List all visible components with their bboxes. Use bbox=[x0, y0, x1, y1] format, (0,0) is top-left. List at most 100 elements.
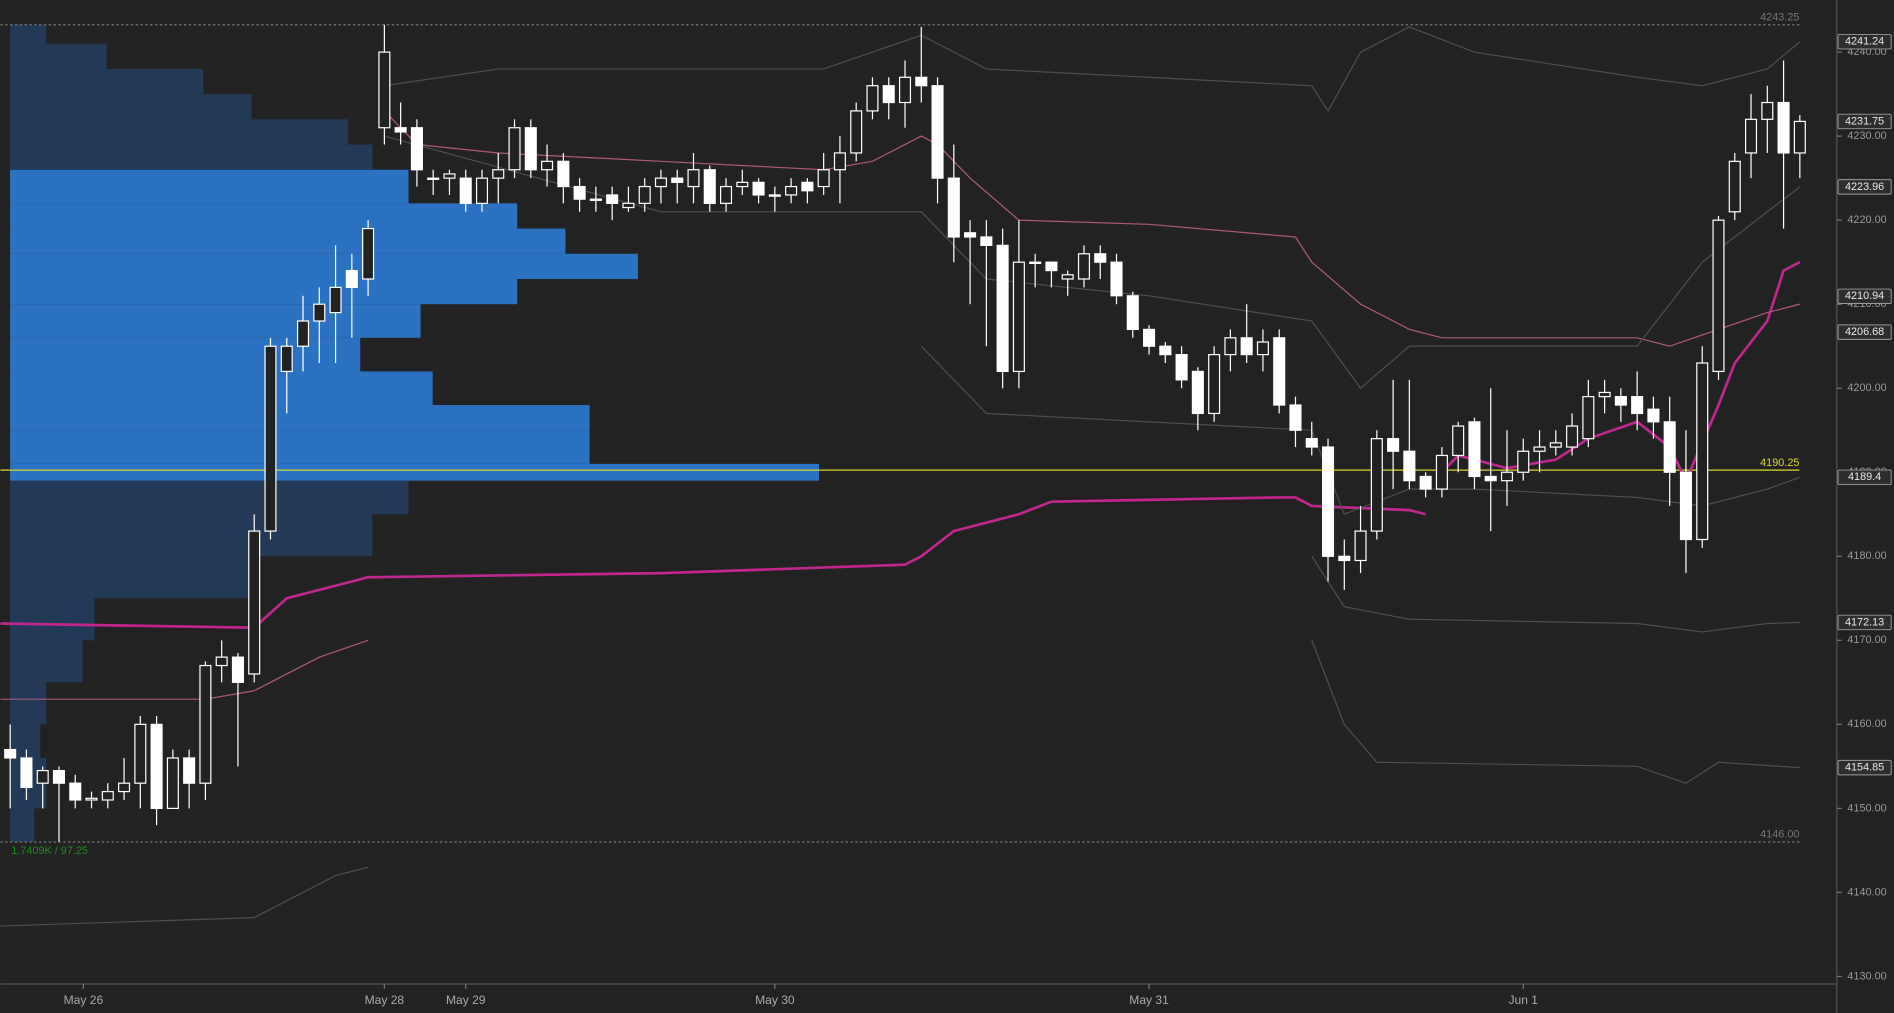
candle-body bbox=[1549, 442, 1562, 448]
level-label: 4146.00 bbox=[1760, 829, 1799, 841]
candle-body bbox=[801, 181, 814, 192]
candle-body bbox=[1256, 341, 1269, 356]
candle-body bbox=[459, 177, 472, 204]
candle-body bbox=[768, 194, 781, 197]
candle-body bbox=[1533, 446, 1546, 452]
price-marker-label: 4154.85 bbox=[1845, 762, 1884, 774]
profile-bar bbox=[10, 514, 373, 557]
profile-bar bbox=[10, 278, 518, 305]
price-marker bbox=[1837, 288, 1892, 305]
price-marker bbox=[1837, 179, 1892, 195]
candle-body bbox=[1631, 396, 1644, 415]
candle-body bbox=[1517, 450, 1530, 473]
candle-body bbox=[427, 177, 440, 180]
candle-body bbox=[1012, 261, 1025, 373]
candle-body bbox=[1663, 421, 1676, 473]
candle-body bbox=[1777, 101, 1790, 154]
candle-body bbox=[4, 748, 17, 759]
x-tick-label: May 26 bbox=[64, 993, 104, 1007]
candle-body bbox=[589, 198, 602, 201]
candle-body bbox=[492, 169, 505, 179]
candle-body bbox=[1452, 425, 1465, 457]
y-tick-label: 4230.00 bbox=[1847, 130, 1886, 142]
profile-bar bbox=[10, 43, 107, 69]
candle-body bbox=[817, 169, 830, 188]
candle-body bbox=[720, 185, 733, 204]
candle-body bbox=[1208, 354, 1221, 415]
indicator-line bbox=[1311, 555, 1800, 633]
candle-body bbox=[378, 51, 391, 129]
profile-bar bbox=[10, 556, 252, 599]
candle-body bbox=[52, 769, 66, 784]
candle-body bbox=[1566, 425, 1579, 448]
candle-body bbox=[313, 303, 326, 322]
y-tick-label: 4170.00 bbox=[1847, 634, 1886, 646]
y-tick-label: 4220.00 bbox=[1847, 214, 1886, 226]
candle-body bbox=[443, 173, 456, 179]
price-marker bbox=[1837, 324, 1892, 340]
candle-body bbox=[1614, 396, 1627, 406]
candle-body bbox=[1224, 337, 1237, 356]
candle-body bbox=[101, 790, 114, 801]
candle-body bbox=[69, 782, 82, 801]
candle-body bbox=[36, 769, 49, 784]
candle-body bbox=[362, 227, 375, 280]
candle-body bbox=[508, 127, 521, 171]
candle-body bbox=[736, 181, 749, 188]
price-marker-label: 4172.13 bbox=[1845, 616, 1884, 628]
profile-bar bbox=[10, 598, 95, 641]
candle-body bbox=[1175, 354, 1188, 381]
candle-body bbox=[1598, 391, 1611, 398]
indicator-line bbox=[384, 26, 1801, 113]
level-label: 4190.25 bbox=[1760, 457, 1799, 469]
candle-body bbox=[687, 169, 700, 188]
profile-bar bbox=[10, 480, 409, 515]
y-tick-label: 4130.00 bbox=[1847, 970, 1886, 982]
candle-body bbox=[296, 320, 310, 347]
profile-bar bbox=[10, 640, 83, 683]
candle-body bbox=[947, 177, 960, 238]
profile-bar bbox=[10, 68, 204, 95]
candle-body bbox=[1094, 253, 1107, 263]
candle-body bbox=[150, 723, 163, 809]
candle-body bbox=[1273, 337, 1286, 406]
indicator-line bbox=[0, 866, 369, 927]
x-tick-label: May 30 bbox=[755, 993, 795, 1007]
candle-body bbox=[1338, 555, 1351, 562]
candle-body bbox=[394, 127, 407, 133]
price-marker-label: 4231.75 bbox=[1845, 115, 1884, 127]
indicator-line bbox=[0, 496, 1426, 630]
candle-body bbox=[980, 236, 993, 246]
candle-body bbox=[1761, 101, 1774, 120]
candle-body bbox=[1354, 530, 1367, 562]
indicator-line bbox=[920, 345, 1801, 516]
candle-body bbox=[1435, 454, 1448, 490]
candle-body bbox=[606, 194, 619, 204]
price-marker-label: 4206.68 bbox=[1845, 326, 1884, 338]
profile-bar bbox=[10, 430, 590, 464]
candle-body bbox=[1029, 261, 1042, 264]
profile-label: 1.7409K / 97.25 bbox=[11, 845, 88, 857]
candle-body bbox=[573, 185, 586, 200]
candle-body bbox=[1321, 446, 1335, 557]
candle-body bbox=[833, 152, 846, 171]
price-marker-label: 4210.94 bbox=[1845, 290, 1884, 302]
candle-body bbox=[1728, 160, 1741, 213]
profile-bar bbox=[10, 682, 47, 725]
candle-body bbox=[557, 160, 570, 188]
candle-body bbox=[964, 232, 977, 238]
profile-bar bbox=[10, 371, 433, 406]
candle-body bbox=[1468, 421, 1481, 478]
candle-body bbox=[638, 185, 651, 204]
profile-bar bbox=[10, 808, 35, 843]
candle-body bbox=[215, 656, 228, 667]
level-label: 4243.25 bbox=[1760, 11, 1799, 23]
price-marker-label: 4241.24 bbox=[1845, 36, 1884, 48]
candle-body bbox=[1679, 471, 1692, 541]
candle-body bbox=[410, 127, 423, 171]
profile-bar bbox=[10, 304, 421, 338]
price-marker bbox=[1837, 113, 1892, 130]
candle-body bbox=[1744, 118, 1758, 154]
profile-bar bbox=[10, 94, 252, 120]
